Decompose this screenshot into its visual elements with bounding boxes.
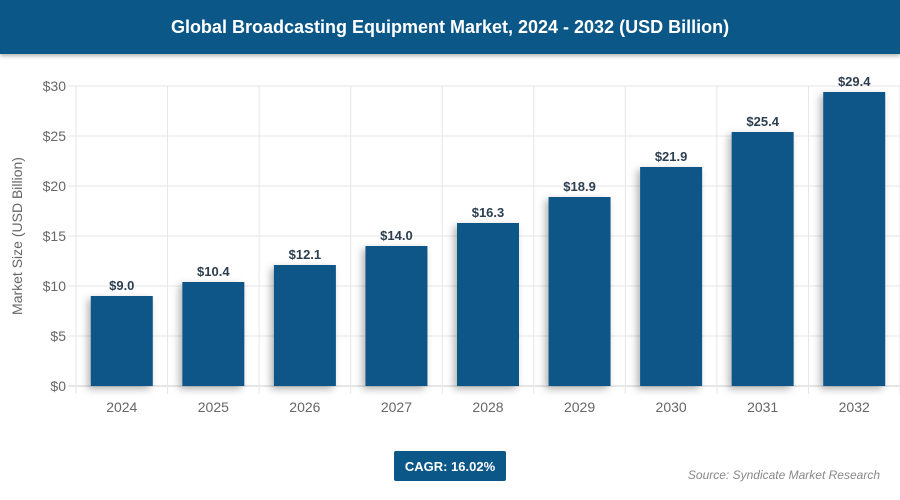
y-tick-label: $20 (43, 178, 67, 194)
x-tick-label: 2026 (289, 399, 320, 415)
x-tick-label: 2024 (106, 399, 137, 415)
data-label: $21.9 (655, 149, 688, 164)
x-tick-label: 2028 (472, 399, 503, 415)
data-label: $16.3 (472, 205, 505, 220)
bar (365, 246, 428, 386)
y-axis-label: Market Size (USD Billion) (9, 157, 25, 315)
data-label: $25.4 (746, 114, 779, 129)
x-tick-label: 2029 (564, 399, 595, 415)
y-tick-label: $10 (43, 278, 67, 294)
x-tick-label: 2031 (747, 399, 778, 415)
y-tick-label: $0 (50, 378, 66, 394)
bar (548, 197, 611, 386)
source-note: Source: Syndicate Market Research (687, 468, 880, 482)
bar (273, 265, 336, 386)
y-tick-label: $5 (50, 328, 66, 344)
x-tick-label: 2032 (839, 399, 870, 415)
cagr-badge: CAGR: 16.02% (394, 451, 506, 481)
data-label: $14.0 (380, 228, 413, 243)
bar (90, 296, 153, 386)
bar (457, 223, 519, 386)
data-label: $9.0 (109, 278, 134, 293)
y-tick-label: $30 (43, 78, 67, 94)
data-label: $10.4 (197, 264, 230, 279)
y-tick-label: $15 (43, 228, 67, 244)
x-tick-label: 2025 (198, 399, 229, 415)
y-tick-label: $25 (43, 128, 67, 144)
chart-title: Global Broadcasting Equipment Market, 20… (0, 0, 900, 54)
bar (823, 92, 886, 386)
bar (182, 282, 245, 386)
data-label: $29.4 (838, 74, 871, 89)
data-label: $18.9 (563, 179, 596, 194)
x-tick-label: 2030 (656, 399, 687, 415)
bar (640, 167, 703, 386)
bar (731, 132, 794, 386)
data-label: $12.1 (289, 247, 322, 262)
x-tick-label: 2027 (381, 399, 412, 415)
